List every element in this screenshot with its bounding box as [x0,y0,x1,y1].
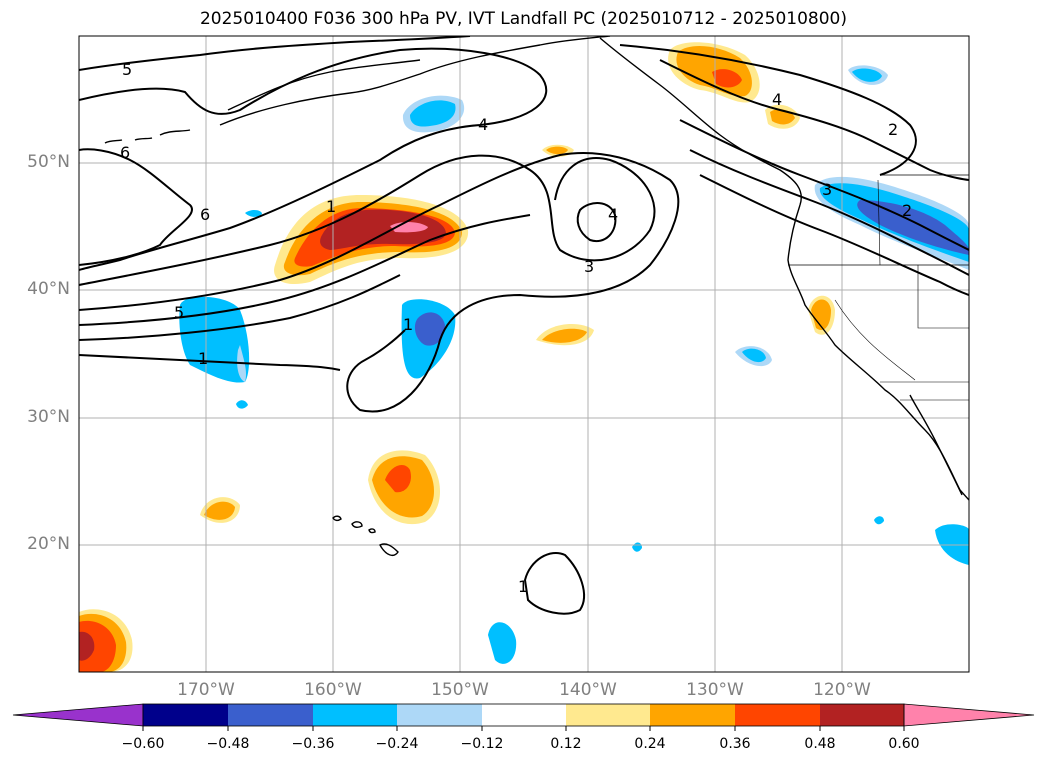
lon-label: 140°W [559,680,617,700]
colorbar-tick-label: −0.24 [375,736,419,752]
contour-label: 1 [198,349,208,368]
colorbar-segment [143,704,228,726]
contour-label: 2 [888,120,898,139]
contour-label: 1 [518,577,528,596]
lon-label: 120°W [813,680,871,700]
colorbar-segment [313,704,397,726]
lat-label: 30°N [27,407,70,427]
lon-label: 150°W [431,680,489,700]
colorbar-segment [566,704,650,726]
lon-label: 130°W [686,680,744,700]
lat-label: 20°N [27,534,70,554]
map-title: 2025010400 F036 300 hPa PV, IVT Landfall… [199,9,847,29]
colorbar-segment [735,704,820,726]
colorbar-tick-label: −0.60 [121,736,165,752]
graticule [79,36,969,672]
colorbar-segment [650,704,735,726]
coastlines [104,36,969,557]
colorbar-extend-low [12,703,144,727]
map-area: 5 6 6 4 1 2 3 3 4 5 1 1 1 4 2 [79,36,969,672]
colorbar-tick-label: 0.36 [719,736,751,752]
colorbar [12,703,1035,731]
colorbar-tick-label: −0.48 [206,736,250,752]
contour-label: 3 [584,257,594,276]
contour-label: 5 [174,303,184,322]
contour-label: 4 [608,205,618,224]
contour-label: 6 [200,205,210,224]
lat-label: 50°N [27,152,70,172]
colorbar-tick-label: −0.36 [291,736,335,752]
lon-label: 170°W [177,680,235,700]
map-frame [78,35,970,673]
colorbar-extend-high [903,703,1035,727]
colorbar-tick-label: 0.60 [888,736,920,752]
contour-label: 3 [822,180,832,199]
contour-label: 1 [326,197,336,216]
colorbar-tick-label: 0.24 [634,736,666,752]
lat-label: 40°N [27,279,70,299]
contour-label: 2 [902,201,912,220]
contour-label: 4 [772,90,782,109]
colorbar-tick-label: −0.12 [460,736,504,752]
contour-label: 6 [120,143,130,162]
contour-label: 4 [478,115,488,134]
colorbar-segment [397,704,482,726]
colorbar-segment [820,704,904,726]
contour-label: 1 [403,315,413,334]
pv-contours [79,36,969,615]
colorbar-tick-label: 0.48 [804,736,836,752]
colorbar-segment [482,704,566,726]
colorbar-tick-label: 0.12 [550,736,582,752]
colorbar-segment [228,704,313,726]
contour-label: 5 [122,60,132,79]
lon-label: 160°W [304,680,362,700]
